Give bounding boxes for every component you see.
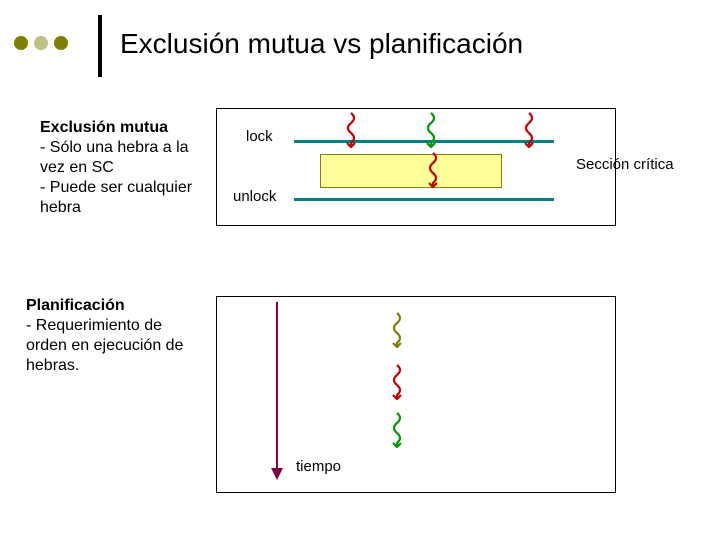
thread-squiggle-p1 [390, 312, 404, 348]
thread-squiggle-2 [424, 112, 438, 148]
unlock-label: unlock [233, 188, 276, 205]
unlock-line [294, 198, 554, 201]
bullet-2 [34, 36, 48, 50]
header-bullets [14, 36, 68, 50]
thread-squiggle-4 [522, 112, 536, 148]
plan-heading: Planificación [26, 297, 125, 314]
mutex-heading: Exclusión mutua [40, 119, 168, 136]
thread-squiggle-1 [344, 112, 358, 148]
mutex-item-2: - Puede ser cualquier hebra [40, 178, 205, 218]
thread-squiggle-p3 [390, 412, 404, 448]
lock-label: lock [246, 128, 273, 145]
time-arrow-shaft [276, 302, 278, 470]
mutex-text: Exclusión mutua - Sólo una hebra a la ve… [40, 118, 205, 218]
bullet-3 [54, 36, 68, 50]
tiempo-label: tiempo [296, 458, 341, 475]
bullet-1 [14, 36, 28, 50]
mutex-item-1: - Sólo una hebra a la vez en SC [40, 138, 205, 178]
plan-text: Planificación - Requerimiento de orden e… [26, 296, 206, 376]
time-arrow-head [271, 468, 283, 480]
plan-item-1: - Requerimiento de orden en ejecución de… [26, 316, 206, 376]
title-divider [98, 15, 102, 77]
critical-section-box [320, 154, 502, 188]
slide-title: Exclusión mutua vs planificación [120, 28, 523, 60]
thread-squiggle-3 [426, 152, 440, 188]
seccion-critica-label: Sección crítica [576, 156, 674, 173]
thread-squiggle-p2 [390, 364, 404, 400]
